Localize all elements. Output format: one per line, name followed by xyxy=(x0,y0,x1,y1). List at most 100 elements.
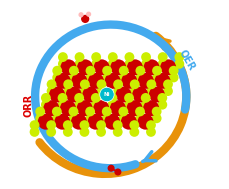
Circle shape xyxy=(86,73,95,82)
Circle shape xyxy=(125,59,134,69)
Circle shape xyxy=(108,52,118,62)
Circle shape xyxy=(130,86,140,96)
Circle shape xyxy=(110,100,126,116)
Circle shape xyxy=(94,59,110,75)
Circle shape xyxy=(125,52,134,62)
Circle shape xyxy=(102,66,112,76)
Circle shape xyxy=(46,127,56,137)
Circle shape xyxy=(118,113,128,123)
Text: ORR: ORR xyxy=(24,94,33,118)
Circle shape xyxy=(146,127,156,137)
Circle shape xyxy=(79,120,89,130)
Circle shape xyxy=(41,100,51,110)
Circle shape xyxy=(63,86,73,96)
Circle shape xyxy=(113,120,123,130)
Circle shape xyxy=(174,52,184,62)
Circle shape xyxy=(74,93,84,103)
Circle shape xyxy=(80,86,90,96)
Circle shape xyxy=(113,79,123,89)
Circle shape xyxy=(135,113,145,123)
Circle shape xyxy=(115,169,121,175)
Circle shape xyxy=(110,59,126,75)
Circle shape xyxy=(141,59,151,69)
Circle shape xyxy=(157,93,167,103)
Circle shape xyxy=(105,73,120,89)
Circle shape xyxy=(60,100,76,116)
Circle shape xyxy=(138,73,154,89)
Circle shape xyxy=(85,107,95,116)
Circle shape xyxy=(129,127,139,137)
Circle shape xyxy=(87,12,90,16)
Circle shape xyxy=(86,66,95,76)
Circle shape xyxy=(152,107,162,116)
Circle shape xyxy=(104,114,120,130)
Circle shape xyxy=(113,127,123,137)
Circle shape xyxy=(46,120,56,130)
Circle shape xyxy=(121,73,137,89)
Circle shape xyxy=(144,59,159,75)
Circle shape xyxy=(88,114,104,130)
Circle shape xyxy=(68,113,78,123)
Circle shape xyxy=(79,127,89,137)
Circle shape xyxy=(35,107,45,116)
Circle shape xyxy=(136,66,145,76)
Circle shape xyxy=(74,100,84,110)
Circle shape xyxy=(141,100,151,110)
Circle shape xyxy=(52,73,62,82)
Circle shape xyxy=(158,52,168,62)
Circle shape xyxy=(107,93,117,103)
Circle shape xyxy=(157,100,167,110)
Circle shape xyxy=(146,86,156,96)
Text: Ni: Ni xyxy=(104,92,110,97)
Circle shape xyxy=(63,120,73,130)
Circle shape xyxy=(102,107,112,116)
Circle shape xyxy=(79,13,83,17)
Circle shape xyxy=(47,79,57,89)
Circle shape xyxy=(152,73,162,82)
Circle shape xyxy=(88,73,104,89)
Circle shape xyxy=(52,107,62,116)
Text: OER: OER xyxy=(176,48,196,73)
Circle shape xyxy=(91,93,101,103)
Circle shape xyxy=(35,113,45,123)
Circle shape xyxy=(49,87,65,102)
Circle shape xyxy=(52,113,62,123)
Circle shape xyxy=(38,114,54,130)
Circle shape xyxy=(30,120,39,130)
Circle shape xyxy=(146,79,156,89)
Circle shape xyxy=(93,100,109,116)
Circle shape xyxy=(58,100,67,110)
Circle shape xyxy=(141,93,151,103)
Circle shape xyxy=(102,113,112,123)
Circle shape xyxy=(58,52,68,62)
Circle shape xyxy=(82,15,89,22)
Circle shape xyxy=(155,73,170,89)
Circle shape xyxy=(149,87,165,102)
Circle shape xyxy=(138,114,153,130)
Circle shape xyxy=(66,87,82,102)
Circle shape xyxy=(143,100,159,116)
Circle shape xyxy=(82,87,98,102)
Circle shape xyxy=(52,66,62,76)
Circle shape xyxy=(174,59,184,69)
Circle shape xyxy=(55,114,70,130)
Circle shape xyxy=(127,100,142,116)
Circle shape xyxy=(130,79,140,89)
Circle shape xyxy=(152,66,162,76)
Circle shape xyxy=(60,59,76,75)
Circle shape xyxy=(136,73,145,82)
Circle shape xyxy=(102,73,112,82)
Circle shape xyxy=(121,114,137,130)
Circle shape xyxy=(129,120,139,130)
Circle shape xyxy=(96,127,106,137)
Circle shape xyxy=(68,107,78,116)
Circle shape xyxy=(116,87,131,102)
Circle shape xyxy=(63,127,73,137)
Circle shape xyxy=(146,120,156,130)
Circle shape xyxy=(97,86,106,96)
Circle shape xyxy=(69,73,79,82)
Circle shape xyxy=(58,59,68,69)
Circle shape xyxy=(97,79,106,89)
Circle shape xyxy=(141,52,151,62)
Circle shape xyxy=(69,66,79,76)
